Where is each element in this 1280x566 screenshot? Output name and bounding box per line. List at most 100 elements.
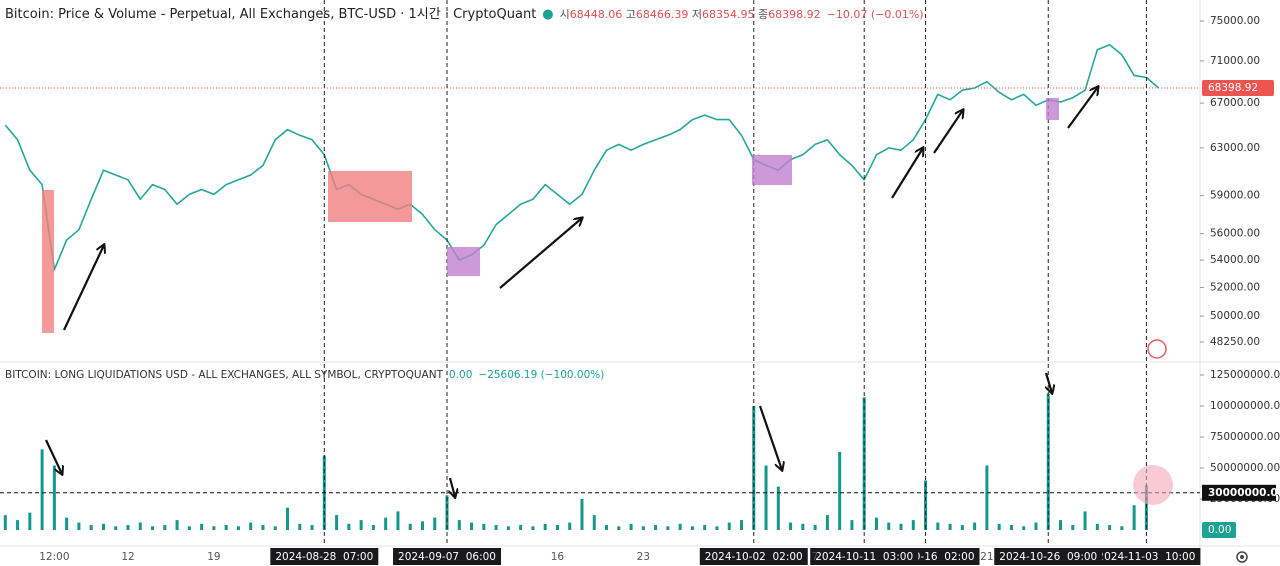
x-tick-label: 21 bbox=[980, 551, 993, 563]
liquidation-bar bbox=[408, 523, 412, 530]
price-title: Bitcoin: Price & Volume - Perpetual, All… bbox=[5, 7, 537, 22]
highlight-box bbox=[1046, 98, 1059, 120]
liquidation-bar bbox=[371, 525, 375, 530]
x-tick-label: 19 bbox=[207, 551, 220, 563]
liquidation-bar bbox=[997, 523, 1001, 530]
ohlc-value: 68448.06 bbox=[569, 8, 623, 21]
x-tick-label: 7 bbox=[812, 551, 819, 563]
time-label-box bbox=[1092, 548, 1201, 565]
liquidation-bar bbox=[3, 515, 7, 530]
y-tick-label: 52000.00 bbox=[1210, 282, 1260, 294]
liquidation-bar bbox=[850, 520, 854, 530]
settings-icon[interactable] bbox=[1236, 551, 1248, 563]
highlight-box bbox=[752, 155, 792, 185]
liquidation-bar bbox=[752, 406, 756, 530]
liquidation-bar bbox=[40, 449, 44, 530]
ohlc-label: 저 bbox=[691, 8, 703, 21]
legend-value: 0.00 bbox=[449, 369, 473, 381]
liquidation-bar bbox=[789, 522, 793, 530]
liquidation-bar bbox=[519, 525, 523, 530]
ohlc-label: 종 bbox=[758, 8, 769, 21]
alert-icon[interactable] bbox=[1147, 339, 1167, 359]
liquidation-bar bbox=[715, 526, 719, 530]
threshold-label-box bbox=[1202, 484, 1276, 501]
arrow bbox=[1067, 87, 1098, 129]
liquidation-bar bbox=[1046, 393, 1050, 530]
highlight-box bbox=[328, 171, 412, 222]
liquidation-bar bbox=[457, 520, 461, 530]
liquidation-bar bbox=[89, 525, 93, 530]
y-tick-label: 54000.00 bbox=[1210, 254, 1260, 266]
time-label-box bbox=[393, 548, 502, 565]
time-label: 2024-11-03 10:00 bbox=[1097, 551, 1195, 563]
liquidation-bar bbox=[384, 517, 388, 530]
liquidation-bar bbox=[212, 526, 216, 530]
liquidation-bar bbox=[65, 517, 69, 530]
liquidation-bar bbox=[1120, 526, 1124, 530]
liquidation-bar bbox=[641, 526, 645, 530]
liquidation-bar bbox=[261, 525, 265, 530]
liquidation-bar bbox=[482, 523, 486, 530]
ohlc-label: 고 bbox=[625, 8, 636, 21]
liquidation-bar bbox=[568, 522, 572, 530]
liquidation-bar bbox=[420, 521, 424, 530]
liquidation-bar bbox=[605, 525, 609, 530]
liquidation-bar bbox=[224, 525, 228, 530]
liquidation-bar bbox=[678, 523, 682, 530]
liquidation-bar bbox=[776, 486, 780, 530]
time-label: 2024-10-11 03:00 bbox=[815, 551, 913, 563]
current-value-box bbox=[1202, 80, 1274, 97]
liquidation-bar bbox=[506, 526, 510, 530]
y-tick-label: 48250.00 bbox=[1210, 336, 1260, 348]
liquidation-bar bbox=[690, 526, 694, 530]
liquidation-bar bbox=[200, 523, 204, 530]
ohlc-label: 시 bbox=[559, 8, 570, 21]
y-tick-label: 63000.00 bbox=[1210, 142, 1260, 154]
liquidation-bar bbox=[629, 523, 633, 530]
liquidation-bar bbox=[163, 525, 167, 530]
price-legend: Bitcoin: Price & Volume - Perpetual, All… bbox=[5, 3, 924, 22]
annotations bbox=[42, 87, 1248, 563]
liquidation-bar bbox=[825, 515, 829, 530]
liquidation-bar bbox=[580, 499, 584, 530]
liquidation-bar bbox=[1034, 522, 1038, 530]
arrow bbox=[499, 218, 582, 289]
liquidation-bar bbox=[1095, 523, 1099, 530]
y-tick-label: 50000000.00 bbox=[1210, 462, 1280, 474]
liquidation-bar bbox=[666, 526, 670, 530]
liquidation-bar bbox=[1022, 526, 1026, 530]
liquidation-bar bbox=[16, 520, 20, 530]
liquidation-bar bbox=[985, 465, 989, 530]
arrow bbox=[891, 148, 923, 199]
liquidation-bar bbox=[236, 526, 240, 530]
time-label-box bbox=[699, 548, 808, 565]
liquidation-bar bbox=[273, 526, 277, 530]
liquidation-bar bbox=[433, 517, 437, 530]
time-label: 2024-10-02 02:00 bbox=[705, 551, 803, 563]
liquidation-bar bbox=[948, 523, 952, 530]
arrow bbox=[63, 245, 104, 331]
liquidation-bar bbox=[335, 515, 339, 530]
liquidation-change: −25606.19 (−100.00%) bbox=[478, 369, 605, 381]
liquidation-bar bbox=[1009, 525, 1013, 530]
ohlc-value: 68466.39 bbox=[635, 8, 689, 21]
liquidation-bar bbox=[101, 523, 105, 530]
liquidation-legend: BITCOIN: LONG LIQUIDATIONS USD - ALL EXC… bbox=[5, 369, 604, 381]
liquidation-bar bbox=[555, 525, 559, 530]
liquidation-bar bbox=[1083, 511, 1087, 530]
liquidation-bar bbox=[1059, 520, 1063, 530]
liquidation-bar bbox=[77, 522, 81, 530]
liquidation-bar bbox=[470, 522, 474, 530]
liquidation-bar bbox=[126, 525, 130, 530]
liquidation-bar bbox=[151, 526, 155, 530]
y-tick-label: 50000.00 bbox=[1210, 310, 1260, 322]
y-tick-label: 67000.00 bbox=[1210, 97, 1260, 109]
liquidation-bar bbox=[249, 522, 253, 530]
ohlc-value: 68398.92 bbox=[768, 8, 821, 21]
liquidation-bar bbox=[740, 520, 743, 530]
current-value-label: 0.00 bbox=[1208, 524, 1231, 536]
highlight-box bbox=[42, 190, 54, 333]
liquidation-bar bbox=[617, 526, 621, 530]
arrow bbox=[450, 477, 455, 497]
liquidation-bar bbox=[286, 507, 290, 530]
